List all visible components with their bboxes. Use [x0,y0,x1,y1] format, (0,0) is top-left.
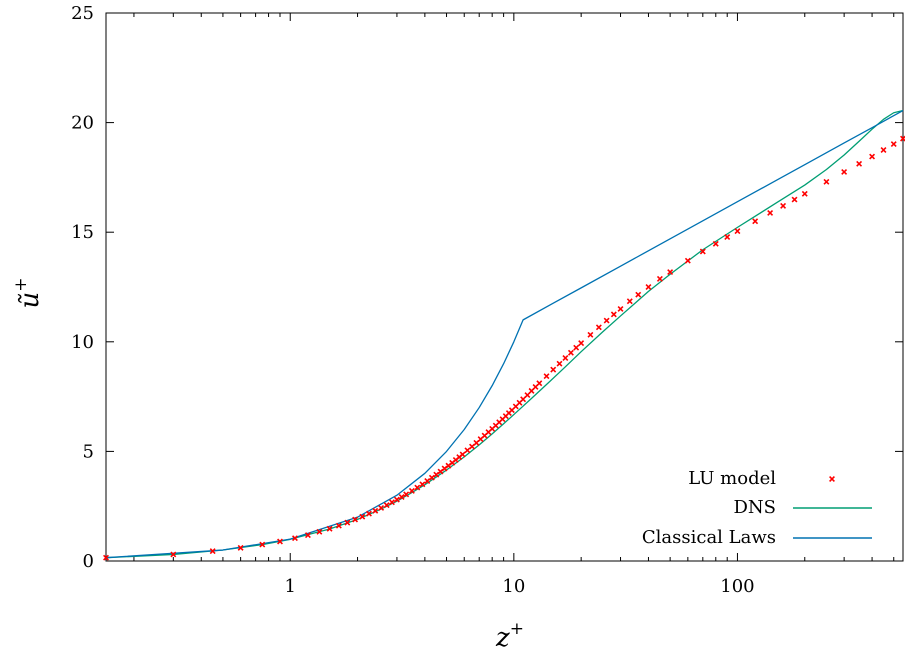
lu-model-point [259,541,266,548]
lu-model-point [734,228,741,235]
lu-model-point [791,196,798,203]
lu-model-point [869,153,876,160]
lu-model-point [656,275,663,282]
series-layer [103,109,905,561]
y-axis-ticks: 0 5 10 15 20 25 [71,3,903,572]
lu-model-point [359,513,366,520]
y-tick-label: 15 [71,222,94,243]
y-axis-title: ũ+ [11,278,45,309]
lu-model-point [433,471,440,478]
lu-model-point [335,522,342,529]
lu-model-point [170,551,177,558]
lu-model-point [316,528,323,535]
lu-model-point [556,360,563,367]
lu-model-point [403,491,410,498]
lu-model-point [752,218,759,225]
lu-model-point [562,355,569,361]
lu-model-point [393,496,400,503]
lu-model-point [856,160,863,167]
lu-model-point [372,507,379,514]
lu-model-point [610,311,617,318]
lu-model-point [724,234,731,240]
lu-model-point [524,392,531,399]
x-tick-label: 1 [285,576,296,597]
lu-model-point [383,502,390,509]
lu-model-point [667,269,674,276]
lu-model-point [398,494,405,500]
legend-marker-lu-model [829,476,835,482]
lu-model-point [543,373,550,380]
legend-point-lu [829,476,835,482]
legend-label-dns: DNS [733,497,776,518]
classical-laws-series-line [105,109,904,559]
lu-model-point [237,544,244,551]
lu-model-point [344,519,351,526]
legend: LU model DNS Classical Laws [642,468,872,548]
lu-model-point [767,209,774,216]
y-tick-label: 25 [71,3,94,24]
lu-model-point [801,190,808,197]
y-axis-title-sup: + [11,278,31,292]
lu-model-point [645,284,652,290]
lu-model-point [378,504,385,511]
lu-model-point [841,168,848,175]
x-tick-label: 10 [502,576,525,597]
dns-series-line [105,109,904,559]
lu-model-point [880,147,887,153]
y-tick-label: 0 [83,551,94,572]
lu-model-point [459,451,466,458]
lu-model-point [419,481,426,488]
lu-model-point [366,510,372,517]
lu-model-point [209,548,216,555]
lu-model-point [890,141,897,148]
x-tick-label: 100 [720,576,754,597]
lu-model-point [684,257,691,264]
x-axis-title: z+ [495,619,524,653]
lu-model-point [277,538,283,545]
y-tick-label: 10 [71,332,94,353]
legend-label-lu-model: LU model [688,468,776,489]
lu-model-point [414,484,421,491]
plot-frame [105,12,904,562]
lu-model-point [712,240,719,247]
y-tick-label: 5 [83,441,94,462]
lu-model-point [103,554,109,561]
lu-model-point [699,248,706,255]
lu-model-point [388,499,395,506]
lu-model-point [823,178,830,185]
lu-model-point [603,317,610,324]
lu-model-point [352,516,359,523]
lu-model-point [326,525,333,532]
lu-model-point [567,349,574,356]
x-axis-ticks: 1 10 100 [133,13,895,597]
x-axis-title-sup: + [510,619,524,639]
lu-model-point [595,324,602,331]
lu-model-point [578,340,585,347]
lu-model-point [536,380,543,387]
lu-model-point [408,487,415,494]
lu-model-point [520,396,527,403]
lu-model-point [587,331,594,338]
y-tick-label: 20 [71,113,94,134]
legend-label-classical-laws: Classical Laws [642,527,776,548]
x-axis-title-main: z [495,623,510,653]
lu-model-point [780,202,787,209]
lu-model-point [550,366,557,373]
lu-model-point [635,291,642,298]
lu-model-point [573,344,580,351]
lu-model-point [304,532,311,539]
lu-model-point [424,478,431,484]
lu-model-point [428,474,435,481]
lu-model-point [464,447,471,454]
lu-model-point [617,305,624,312]
lu-model-point [292,535,298,542]
lu-model-point [469,443,475,450]
lu-model-point [626,298,633,305]
y-axis-title-main: ũ [15,292,45,309]
